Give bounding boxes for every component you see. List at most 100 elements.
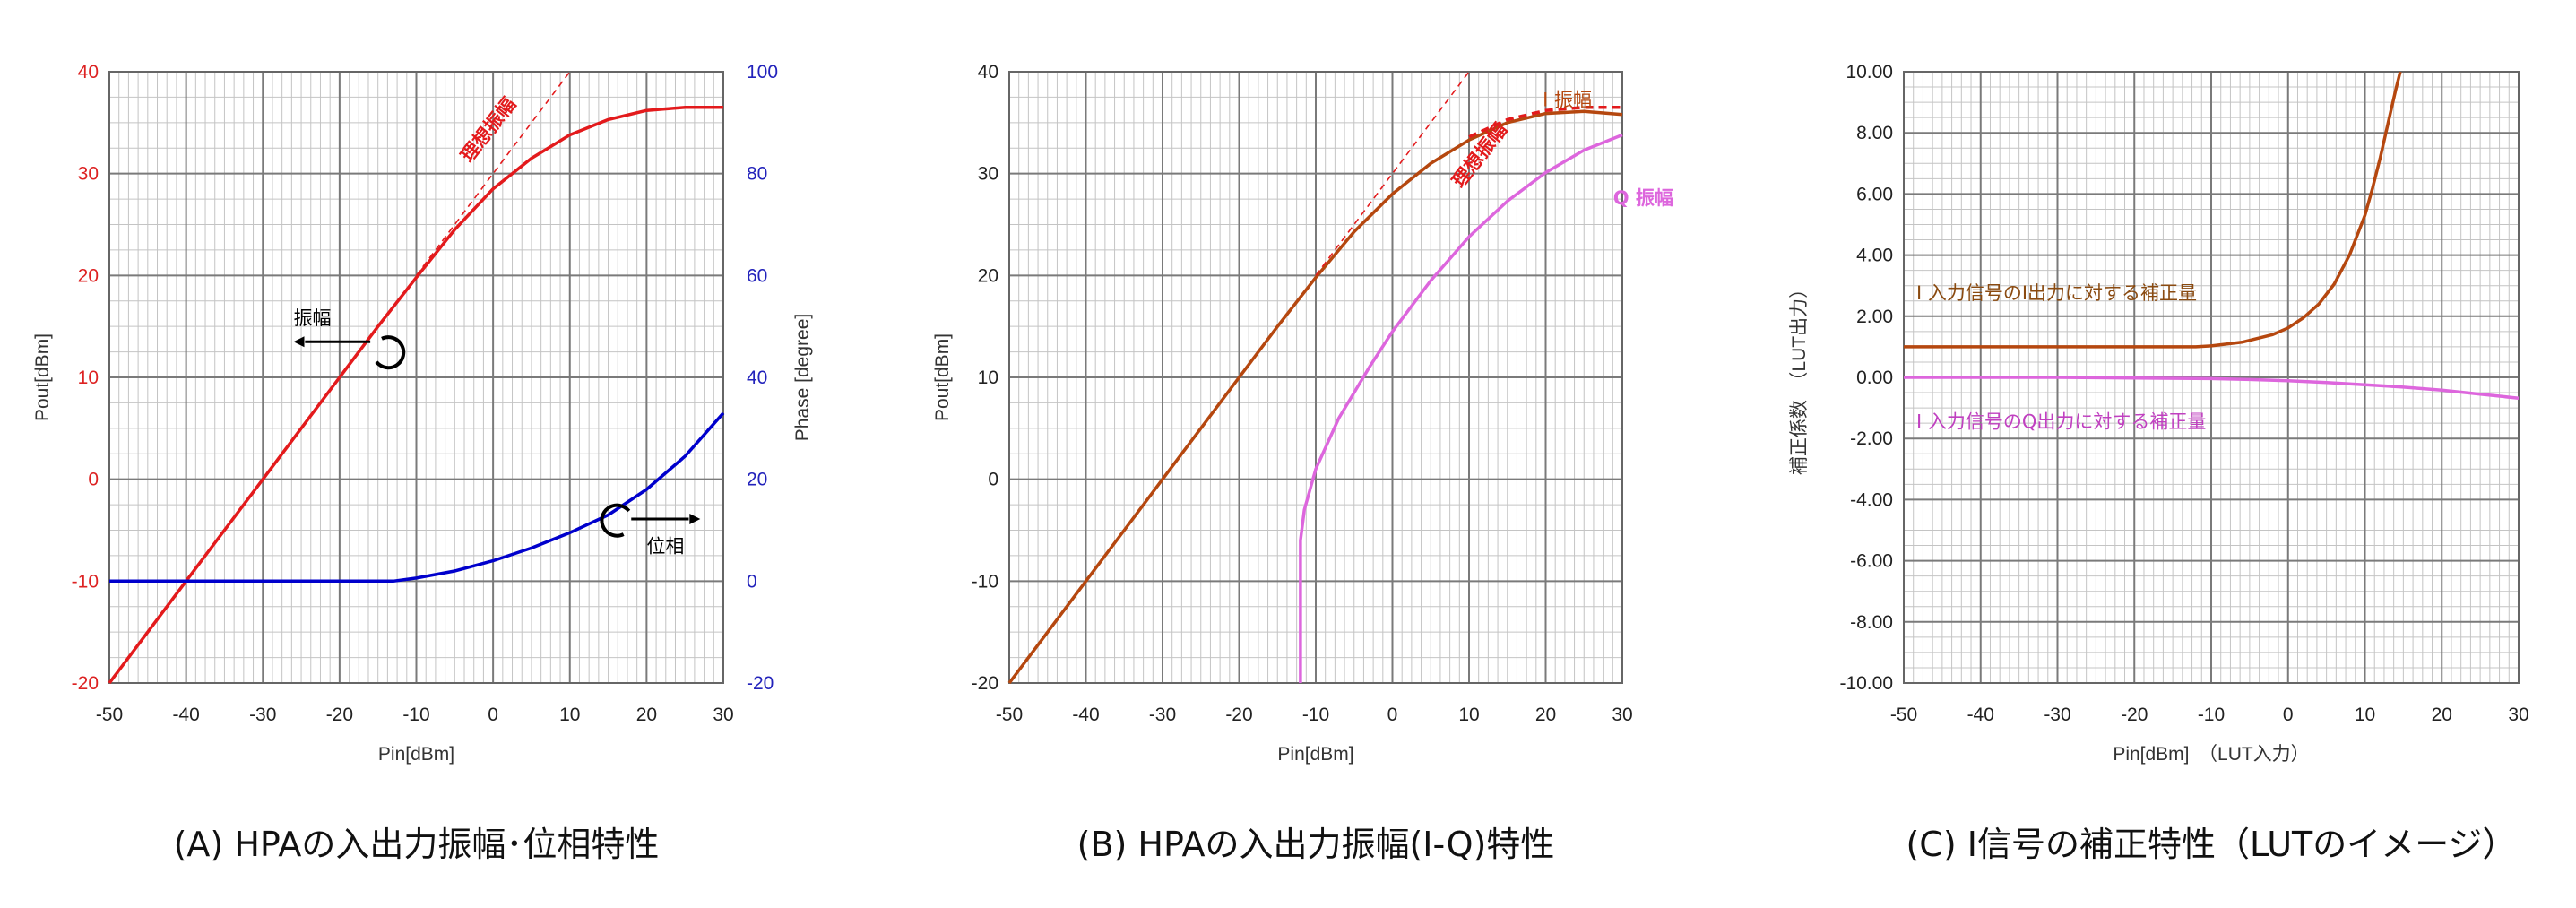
- chart-c-annotations: I 入力信号のI出力に対する補正量 I 入力信号のQ出力に対する補正量: [1916, 282, 2206, 432]
- chart-a-ylabel: Pout[dBm]: [32, 333, 53, 421]
- y-tick-label: 10: [978, 368, 998, 388]
- chart-c-ann-i: I 入力信号のI出力に対する補正量: [1916, 282, 2197, 304]
- x-tick-label: 20: [2432, 705, 2452, 725]
- y-tick-label: -6.00: [1850, 551, 1893, 572]
- y-tick-label: 20: [978, 265, 998, 286]
- amp-arrowhead: [293, 336, 305, 348]
- y-tick-label: 40: [978, 62, 998, 82]
- x-tick-label: 0: [1387, 705, 1398, 725]
- y-tick-label: 0.00: [1856, 368, 1893, 388]
- x-tick-label: -50: [1890, 705, 1917, 725]
- chart-a-grid: [108, 71, 724, 684]
- chart-a-markers: [293, 335, 701, 538]
- chart-c-ann-q: I 入力信号のQ出力に対する補正量: [1916, 411, 2206, 432]
- phase-arrowhead: [689, 513, 701, 524]
- chart-c-ylabel: 補正係数 （LUT出力）: [1789, 280, 1810, 475]
- chart-a-series: [108, 71, 725, 685]
- chart-b-ann-q: Q 振幅: [1613, 187, 1673, 209]
- chart-a-annotations: 理想振幅 振幅 位相: [294, 93, 685, 557]
- chart-b-ylabel: Pout[dBm]: [932, 333, 953, 421]
- x-tick-label: -10: [402, 705, 429, 725]
- y2-tick-label: -20: [747, 673, 774, 694]
- series-line-q_corr: [1904, 376, 2520, 400]
- x-tick-label: 20: [636, 705, 657, 725]
- chart-b: -50 -40 -30 -20 -10 0 10 20 30 -20 -10 0 10 20 30 40 Pi…: [932, 62, 1673, 864]
- chart-c-ticks: -50 -40 -30 -20 -10 0 10 20 30 -10.00 -8.00 -6.00 -4…: [1839, 62, 2528, 725]
- y-tick-label: -20: [72, 673, 99, 694]
- x-tick-label: -20: [2121, 705, 2148, 725]
- x-tick-label: -10: [1302, 705, 1329, 725]
- series-line-q_amp: [1299, 133, 1623, 683]
- y-tick-label: 0: [88, 470, 99, 490]
- y-tick-label: 0: [988, 470, 998, 490]
- y2-tick-label: 0: [747, 571, 757, 592]
- x-tick-label: 0: [2283, 705, 2294, 725]
- chart-b-xlabel: Pin[dBm]: [1277, 744, 1353, 765]
- y-tick-label: -10.00: [1839, 673, 1893, 694]
- y2-tick-label: 60: [747, 265, 767, 286]
- chart-a-ticks: -50 -40 -30 -20 -10 0 10 20 30 -20 -10 0 10 20 30 40 -20…: [72, 62, 778, 725]
- series-line-i_amp_dashed: [1468, 106, 1622, 139]
- series-line-phase: [109, 411, 725, 584]
- chart-b-grid: [1008, 71, 1623, 684]
- series-line-i_corr: [1904, 71, 2402, 349]
- chart-c-xlabel: Pin[dBm] （LUT入力）: [2113, 744, 2309, 765]
- x-tick-label: -40: [1072, 705, 1099, 725]
- y2-tick-label: 80: [747, 164, 767, 185]
- plot-frame: [1008, 71, 1623, 684]
- chart-c-series: [1904, 71, 2520, 400]
- y-tick-label: 4.00: [1856, 246, 1893, 266]
- y-tick-label: -10: [972, 571, 998, 592]
- series-line-amp: [108, 106, 723, 685]
- y-tick-label: -8.00: [1850, 612, 1893, 633]
- y-tick-label: -20: [972, 673, 998, 694]
- x-tick-label: 10: [1458, 705, 1479, 725]
- y-tick-label: 40: [78, 62, 99, 82]
- y2-tick-label: 100: [747, 62, 778, 82]
- x-tick-label: 10: [559, 705, 580, 725]
- y-tick-label: 10.00: [1846, 62, 1893, 82]
- x-tick-label: 0: [488, 705, 498, 725]
- x-tick-label: -40: [1967, 705, 1994, 725]
- amp-ring-marker: [375, 335, 406, 370]
- chart-c-caption: (C) I信号の補正特性（LUTのイメージ）: [1906, 825, 2516, 864]
- x-tick-label: -50: [96, 705, 123, 725]
- x-tick-label: -30: [249, 705, 276, 725]
- chart-a-y2label: Phase [degree]: [792, 314, 813, 441]
- chart-b-annotations: 理想振幅 I 振幅 Q 振幅: [1448, 90, 1673, 209]
- x-tick-label: 10: [2355, 705, 2375, 725]
- x-tick-label: -20: [326, 705, 353, 725]
- x-tick-label: 20: [1535, 705, 1556, 725]
- x-tick-label: -10: [2198, 705, 2225, 725]
- y-tick-label: -2.00: [1850, 428, 1893, 449]
- y-tick-label: 8.00: [1856, 123, 1893, 143]
- chart-b-ann-i: I 振幅: [1543, 90, 1592, 111]
- plot-frame: [108, 71, 724, 684]
- y2-tick-label: 20: [747, 470, 767, 490]
- chart-a-ann-phase: 位相: [646, 536, 684, 558]
- series-line-i_amp: [1007, 109, 1623, 685]
- x-tick-label: -30: [1149, 705, 1176, 725]
- y-tick-label: 6.00: [1856, 184, 1893, 204]
- chart-a: -50 -40 -30 -20 -10 0 10 20 30 -20 -10 0 10 20 30 40 -20…: [32, 62, 813, 864]
- chart-a-caption: (A) HPAの入出力振幅･位相特性: [174, 825, 660, 864]
- y-tick-label: 10: [78, 368, 99, 388]
- x-tick-label: -30: [2044, 705, 2070, 725]
- x-tick-label: -40: [172, 705, 199, 725]
- phase-ring-marker: [600, 503, 631, 538]
- y-tick-label: 30: [78, 164, 99, 185]
- x-tick-label: -20: [1225, 705, 1252, 725]
- y-tick-label: -4.00: [1850, 489, 1893, 510]
- chart-a-ann-amp: 振幅: [294, 307, 332, 329]
- chart-c: -50 -40 -30 -20 -10 0 10 20 30 -10.00 -8.00 -6.00 -4…: [1789, 62, 2529, 864]
- y-tick-label: 2.00: [1856, 307, 1893, 327]
- chart-b-caption: (B) HPAの入出力振幅(I-Q)特性: [1077, 825, 1555, 864]
- x-tick-label: 30: [713, 705, 733, 725]
- x-tick-label: 30: [2508, 705, 2528, 725]
- y2-tick-label: 40: [747, 368, 767, 388]
- y-tick-label: 20: [78, 265, 99, 286]
- x-tick-label: 30: [1612, 705, 1632, 725]
- chart-a-xlabel: Pin[dBm]: [378, 744, 454, 765]
- y-tick-label: 30: [978, 164, 998, 185]
